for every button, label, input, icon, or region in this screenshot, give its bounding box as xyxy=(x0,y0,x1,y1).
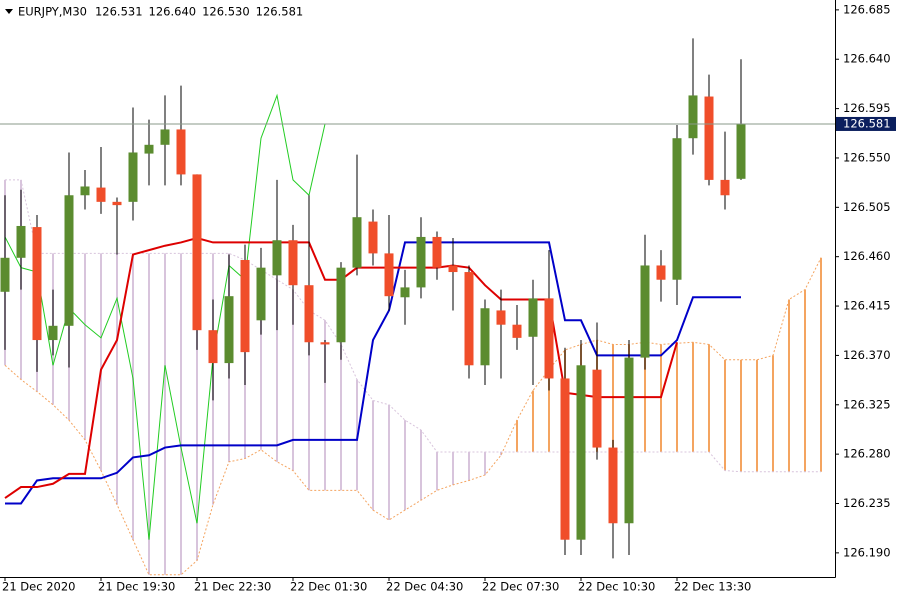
candle-body xyxy=(272,240,282,276)
candle-body xyxy=(176,129,186,175)
candle-body xyxy=(720,179,730,196)
candle-body xyxy=(96,187,106,202)
symbol-menu-arrow[interactable] xyxy=(5,9,13,14)
header-value: 126.581 xyxy=(256,5,304,19)
y-tick-label: 126.640 xyxy=(843,52,891,66)
axes: 126.685 126.640 126.595 126.550 126.505 126.4… xyxy=(2,2,891,593)
candle-body xyxy=(192,174,202,331)
candle-body xyxy=(144,144,154,154)
candle-body xyxy=(208,330,218,364)
y-tick-label: 126.325 xyxy=(843,397,891,411)
candle-body xyxy=(416,236,426,288)
candle-body xyxy=(368,221,378,254)
candle-body xyxy=(640,265,650,358)
span-a-line xyxy=(4,257,822,576)
span-b-line xyxy=(5,179,821,473)
x-tick-label: 22 Dec 01:30 xyxy=(290,580,367,594)
y-tick-label: 126.685 xyxy=(843,2,891,16)
candle-body xyxy=(624,357,634,524)
candle-body xyxy=(496,310,506,325)
candle-body xyxy=(592,369,602,448)
x-tick-label: 21 Dec 19:30 xyxy=(98,580,175,594)
candle-body xyxy=(432,236,442,268)
y-tick-label: 126.370 xyxy=(843,348,891,362)
x-tick-label: 22 Dec 04:30 xyxy=(386,580,463,594)
candle-body xyxy=(672,138,682,280)
candle-body xyxy=(448,265,458,273)
header-value: 126.530 xyxy=(202,5,250,19)
chikou-line xyxy=(4,93,326,540)
candle-body xyxy=(512,324,522,338)
candle-body xyxy=(560,378,570,540)
candle-body xyxy=(576,365,586,540)
candle-body xyxy=(256,267,266,321)
kijun-line xyxy=(5,241,741,505)
candle-body xyxy=(304,285,314,343)
candle-body xyxy=(288,240,298,286)
y-tick-label: 126.505 xyxy=(843,200,891,214)
y-tick-label: 126.415 xyxy=(843,299,891,313)
candle-body xyxy=(240,259,250,353)
x-tick-label: 22 Dec 07:30 xyxy=(482,580,559,594)
y-tick-label: 126.235 xyxy=(843,496,891,510)
x-tick-label: 22 Dec 13:30 xyxy=(674,580,751,594)
candle-body xyxy=(80,186,90,196)
candle-body xyxy=(64,195,74,326)
candle-body xyxy=(528,298,538,337)
candle-body xyxy=(112,201,122,206)
chart-title: EURJPY,M30 xyxy=(18,5,87,19)
candle-body xyxy=(320,342,330,345)
candle-body xyxy=(352,217,362,268)
header-value: 126.531 xyxy=(95,5,143,19)
current-price-box xyxy=(836,116,896,131)
candles xyxy=(0,38,746,559)
y-tick-label: 126.550 xyxy=(843,150,891,164)
candle-body xyxy=(224,296,234,364)
candle-body xyxy=(160,129,170,145)
candle-body xyxy=(688,95,698,139)
y-tick-label: 126.460 xyxy=(843,249,891,263)
candle-body xyxy=(736,123,746,179)
candle-body xyxy=(704,96,714,180)
candle-body xyxy=(336,267,346,343)
y-tick-label: 126.595 xyxy=(843,101,891,115)
candle-body xyxy=(384,253,394,297)
candle-body xyxy=(608,447,618,524)
candle-body xyxy=(656,265,666,280)
candle-body xyxy=(16,225,26,258)
candle-body xyxy=(544,298,554,379)
x-tick-label: 21 Dec 22:30 xyxy=(194,580,271,594)
y-tick-label: 126.190 xyxy=(843,545,891,559)
y-tick-label: 126.280 xyxy=(843,447,891,461)
candle-body xyxy=(32,227,42,341)
candle-body xyxy=(0,257,10,292)
candle-body xyxy=(464,272,474,366)
x-tick-label: 21 Dec 2020 xyxy=(2,580,75,594)
x-tick-label: 22 Dec 10:30 xyxy=(578,580,655,594)
candle-body xyxy=(480,308,490,366)
candle-body xyxy=(400,287,410,298)
candle-body xyxy=(128,152,138,202)
header-value: 126.640 xyxy=(149,5,197,19)
current-price-label: 126.581 xyxy=(843,116,891,130)
candle-body xyxy=(48,325,58,341)
